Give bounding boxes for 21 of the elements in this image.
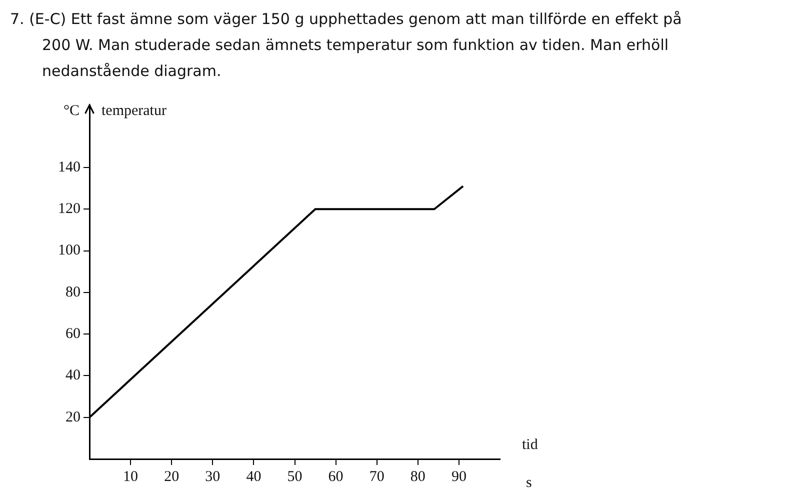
x-tick-label: 60 xyxy=(328,468,344,485)
x-tick-label: 40 xyxy=(246,468,262,485)
chart-title: 7. (E-C) Ett fast ämne som väger 150 g upphettades genom att man tillförde en effekt på 200 W. Man studerade sedan ämnets temperatur som funktion av tiden. Man erhöll nedanstående diagram. xyxy=(10,9,683,82)
y-tick-label: 80 xyxy=(66,284,80,300)
x-tick-label: 10 xyxy=(123,468,138,485)
x-tick-label: 50 xyxy=(287,468,302,485)
text: °C xyxy=(63,102,80,119)
y-tick-label: 40 xyxy=(66,368,80,384)
y-tick-label: 100 xyxy=(58,242,80,259)
y-tick-label: 20 xyxy=(66,409,80,426)
x-tick-label: 90 xyxy=(451,468,466,485)
x-tick-label: 20 xyxy=(164,468,180,485)
y-tick-label: 120 xyxy=(58,201,80,218)
y-tick-label: 140 xyxy=(58,159,80,176)
y-axis-title: temperatur xyxy=(102,102,166,119)
y-tick-label: 60 xyxy=(66,326,80,342)
x-tick-label: 70 xyxy=(369,468,384,485)
x-axis-title: tid xyxy=(522,436,538,453)
x-tick-label: 80 xyxy=(410,468,426,485)
x-tick-label: 30 xyxy=(205,468,220,485)
text: s xyxy=(526,474,532,491)
